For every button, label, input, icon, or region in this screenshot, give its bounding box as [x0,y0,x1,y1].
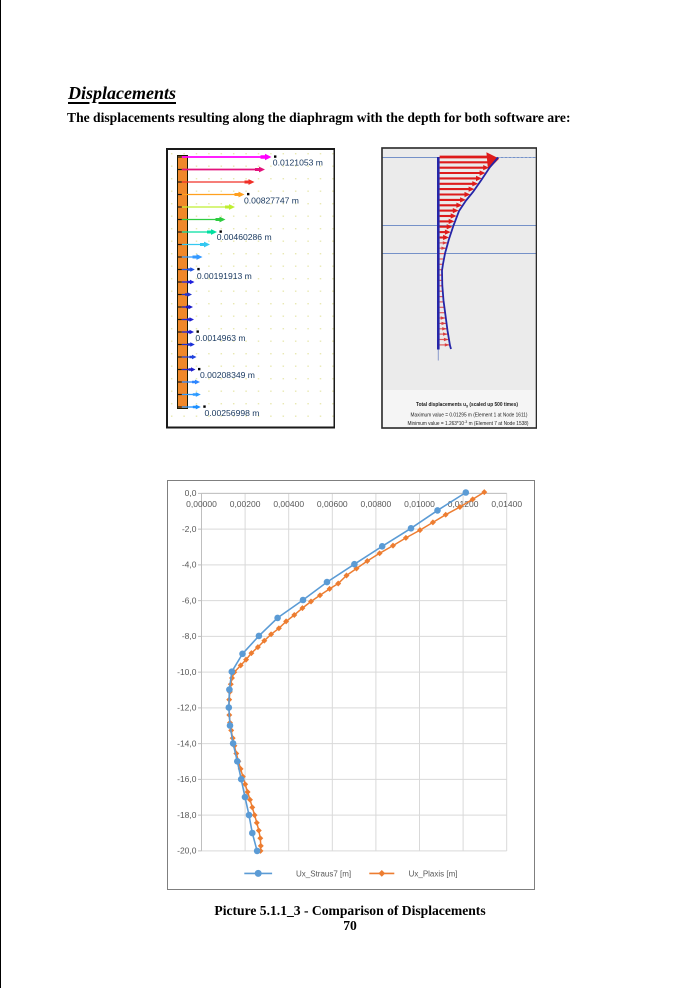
svg-text:0,00000: 0,00000 [186,499,217,509]
svg-text:-6,0: -6,0 [182,595,197,605]
svg-text:0,0: 0,0 [185,488,197,498]
svg-text:Total displacements ux (scaled: Total displacements ux (scaled up 500 ti… [416,402,518,408]
svg-text:0,00400: 0,00400 [273,499,304,509]
svg-text:0.0014963 m: 0.0014963 m [195,333,245,343]
svg-text:-16,0: -16,0 [177,774,197,784]
svg-text:0,00600: 0,00600 [317,499,348,509]
svg-text:0.00191913 m: 0.00191913 m [196,271,251,281]
svg-text:-8,0: -8,0 [182,631,197,641]
svg-text:-20,0: -20,0 [177,846,197,856]
svg-text:0,00800: 0,00800 [361,499,392,509]
svg-text:-14,0: -14,0 [177,738,197,748]
svg-text:0.0121053 m: 0.0121053 m [272,158,322,168]
svg-text:Maximum value = 0.01295 m (Ele: Maximum value = 0.01295 m (Element 1 at … [410,412,527,418]
svg-text:0.00827747 m: 0.00827747 m [244,196,299,206]
svg-text:Ux_Straus7 [m]: Ux_Straus7 [m] [296,869,351,878]
svg-text:0,00200: 0,00200 [230,499,261,509]
svg-text:Ux_Plaxis [m]: Ux_Plaxis [m] [409,869,458,878]
svg-text:-2,0: -2,0 [182,524,197,534]
svg-text:-4,0: -4,0 [182,560,197,570]
svg-text:0,01200: 0,01200 [448,499,479,509]
svg-text:-12,0: -12,0 [177,703,197,713]
svg-text:0,01000: 0,01000 [404,499,435,509]
svg-text:Minimum value = 1.263*10-3 m (: Minimum value = 1.263*10-3 m (Element 7 … [407,419,528,427]
svg-text:-18,0: -18,0 [177,810,197,820]
svg-text:0.00256998 m: 0.00256998 m [204,408,259,418]
svg-text:0.00460286 m: 0.00460286 m [216,232,271,242]
svg-text:0.00208349 m: 0.00208349 m [200,370,255,380]
svg-text:0,01400: 0,01400 [491,499,522,509]
svg-text:-10,0: -10,0 [177,667,197,677]
